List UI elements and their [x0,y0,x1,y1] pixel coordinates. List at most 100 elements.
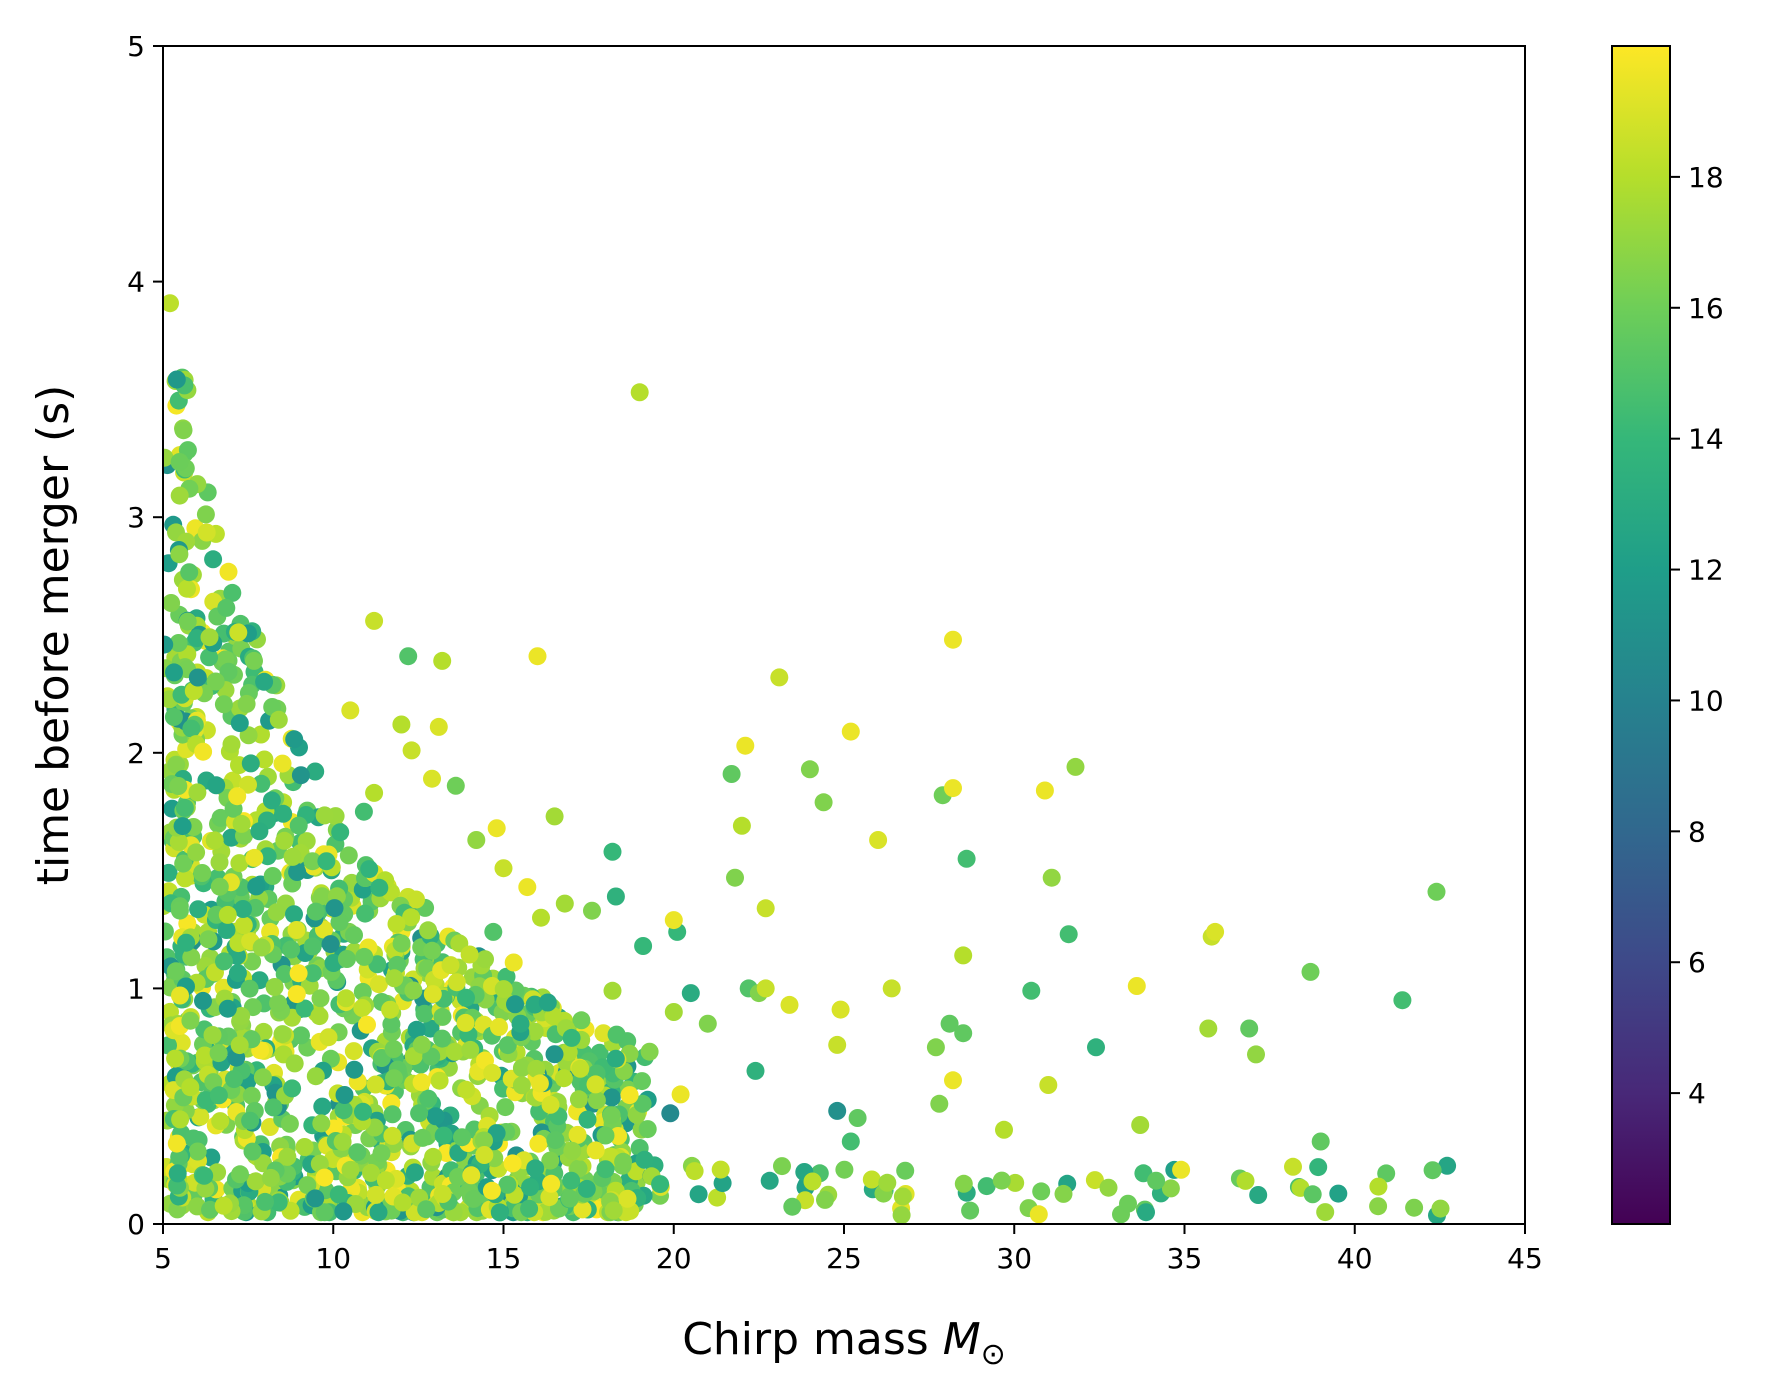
scatter-point [222,735,241,754]
scatter-point [460,945,479,964]
y-axis-label: time before merger (s) [28,385,79,886]
scatter-point [1029,1205,1048,1224]
data-points [163,294,1457,1224]
scatter-point [424,1147,443,1166]
scatter-point [163,922,174,941]
scatter-point [930,1094,949,1113]
scatter-point [555,894,574,913]
scatter-point [1309,1158,1328,1177]
scatter-point [184,682,203,700]
scatter-point [828,1101,847,1120]
scatter-point [995,1120,1013,1139]
scatter-point [770,668,789,687]
scatter-point [356,904,375,923]
scatter-point [358,1015,376,1034]
scatter-point [180,563,199,582]
scatter-point [275,965,294,983]
scatter-point [344,1042,363,1061]
scatter-point [311,989,330,1008]
scatter-point [263,867,282,885]
scatter-point [634,937,653,955]
scatter-point [310,1007,329,1026]
scatter-point [496,1098,515,1117]
scatter-point [369,1203,388,1222]
scatter-point [1284,1157,1302,1176]
colorbar-tick-label: 4 [1688,1077,1706,1110]
scatter-point [711,1160,730,1179]
scatter-point [419,921,438,940]
scatter-point [333,1132,352,1151]
scatter-point [163,635,174,654]
scatter-point [368,955,387,974]
scatter-point [315,806,334,825]
scatter-point [317,852,336,871]
scatter-point [602,1106,621,1125]
scatter-point [780,995,799,1014]
scatter-point [289,964,308,983]
scatter-point [545,807,564,826]
scatter-point [295,1138,314,1156]
scatter-point [269,710,288,729]
scatter-point [312,1114,331,1133]
scatter-point [603,981,622,1000]
scatter-point [661,1104,680,1123]
scatter-point [475,1146,494,1164]
scatter-point [462,1166,481,1185]
scatter-point [526,1159,545,1178]
scatter-point [383,1105,402,1124]
scatter-point [544,1007,563,1026]
scatter-point [1039,1076,1058,1094]
scatter-point [594,1024,613,1043]
scatter-point [831,1000,850,1019]
scatter-point [165,663,183,682]
scatter-point [181,1011,200,1030]
scatter-point [306,902,325,921]
scatter-point [528,647,547,666]
scatter-point [252,774,271,793]
scatter-point [1427,882,1446,901]
scatter-point [527,1059,546,1078]
scatter-point [506,995,524,1014]
scatter-point [1329,1184,1348,1203]
scatter-point [521,1178,540,1197]
scatter-point [1303,1185,1322,1204]
scatter-point [841,1132,860,1151]
scatter-point [381,1000,400,1019]
scatter-point [217,921,236,939]
scatter-point [602,1088,621,1107]
x-tick-label: 40 [1337,1242,1373,1275]
scatter-point [230,854,249,873]
scatter-point [596,1160,615,1179]
scatter-point [419,1089,438,1108]
scatter-point [211,1112,230,1131]
scatter-point [604,1201,623,1220]
y-tick-label: 0 [127,1208,145,1241]
scatter-point [412,1073,431,1092]
scatter-point [181,1078,200,1097]
scatter-point [423,769,441,788]
y-tick-label: 4 [127,266,145,299]
scatter-point [529,1134,548,1153]
scatter-point [210,877,229,896]
scatter-point [313,1097,332,1116]
scatter-point [1035,781,1054,800]
scatter-point [245,848,264,867]
scatter-point [243,1142,262,1161]
scatter-point [258,847,277,866]
scatter-point [503,1154,522,1173]
scatter-point [219,662,238,681]
scatter-point [163,294,179,313]
scatter-point [210,853,229,872]
scatter-point [640,1042,659,1061]
scatter-point [289,816,308,835]
scatter-point [239,775,257,794]
scatter-point [457,988,475,1007]
x-axis-ticks: 5 10 15 20 25 30 35 40 45 [154,1224,1543,1275]
scatter-point [1405,1198,1424,1217]
scatter-point [188,783,207,802]
scatter-point [171,1110,190,1129]
scatter-point [205,831,224,850]
scatter-point [926,1038,945,1057]
scatter-point [182,719,201,738]
scatter-point [174,421,193,440]
